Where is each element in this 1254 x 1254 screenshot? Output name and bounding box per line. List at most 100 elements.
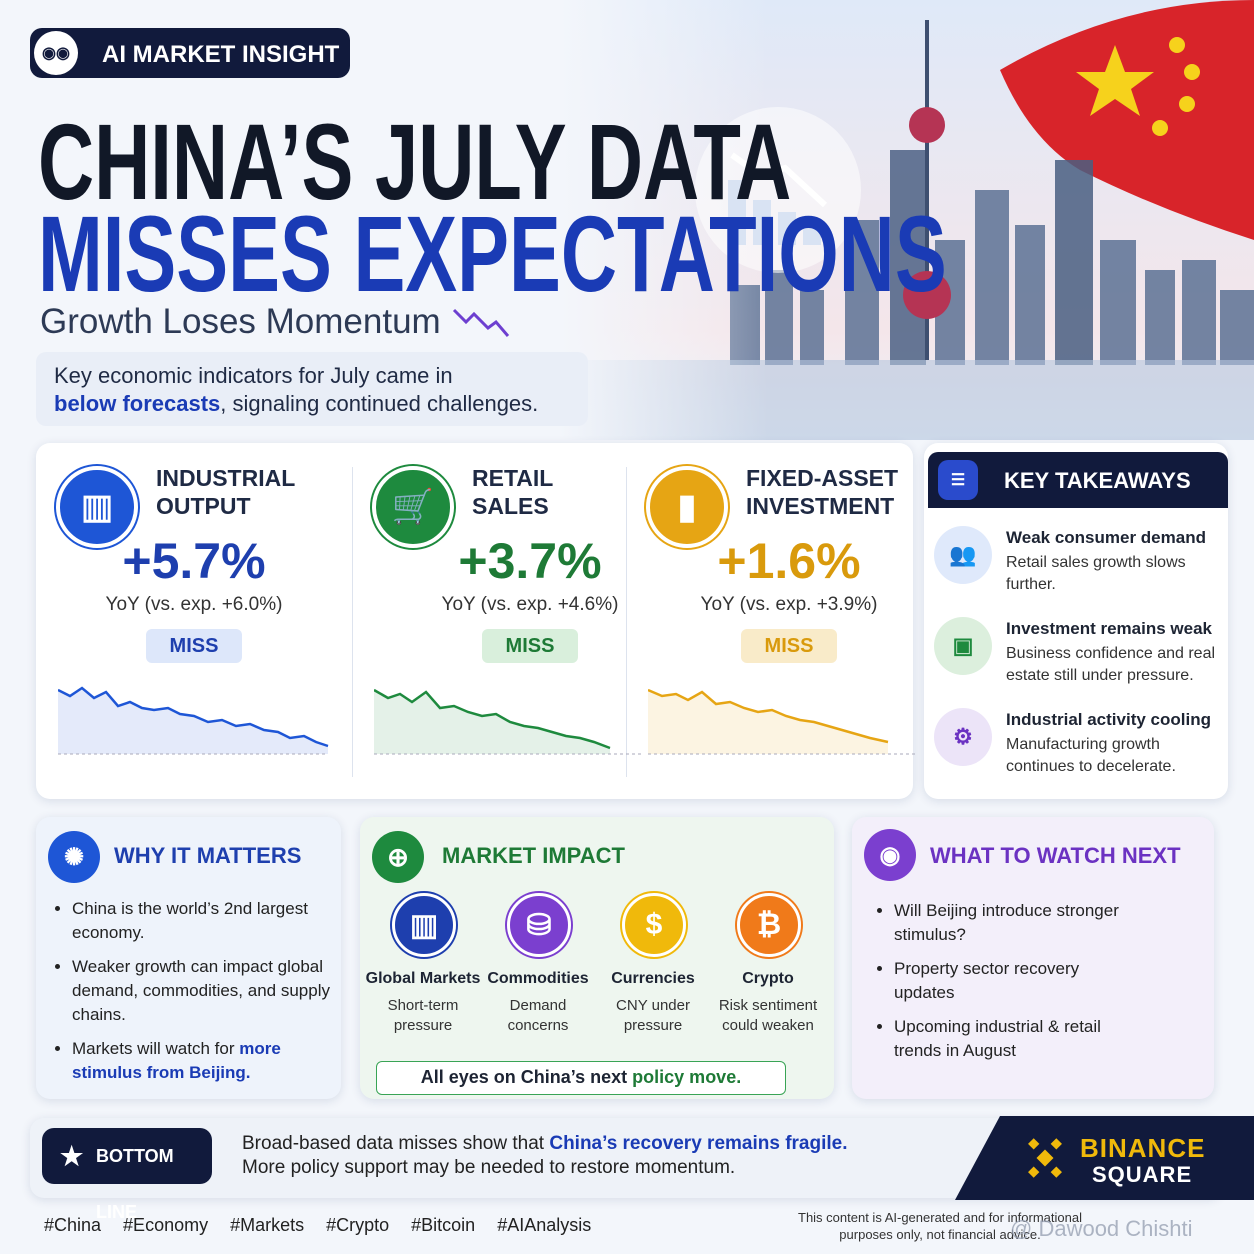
hero-art — [560, 0, 1254, 440]
watermark: @ Dawood Chishti — [1010, 1216, 1193, 1241]
market-icon: ⛁ — [507, 893, 571, 957]
disclaimer: This content is AI-generated and for inf… — [798, 1210, 1082, 1242]
why-text: Markets will watch for — [72, 1039, 240, 1058]
indicator-label-line: OUTPUT — [156, 493, 251, 519]
brand-line2: SQUARE — [1092, 1162, 1193, 1187]
globe-icon: ⊕ — [372, 831, 424, 883]
divider — [626, 467, 627, 777]
bottom-line-label: ★ BOTTOM LINE — [42, 1128, 212, 1222]
takeaway: Industrial activity cooling Manufacturing… — [1006, 710, 1220, 778]
indicator-label-line: INVESTMENT — [746, 493, 895, 519]
indicator-label-line: INDUSTRIAL — [156, 465, 296, 491]
intro-text: , signaling continued challenges. — [220, 391, 539, 416]
market-note: Risk sentiment could weaken — [718, 997, 818, 1034]
indicator-label: INDUSTRIAL OUTPUT — [156, 464, 295, 520]
market-item: ⛁ Commodities Demand concerns — [479, 893, 597, 1036]
market-icon: ▥ — [392, 893, 456, 957]
market-footer: All eyes on China’s next policy move. — [376, 1061, 786, 1095]
subtitle: Growth Loses Momentum — [40, 302, 441, 341]
takeaway-title: Investment remains weak — [1006, 619, 1212, 638]
badge-text: AI MARKET INSIGHT — [102, 41, 340, 68]
status-pill: MISS — [741, 629, 837, 663]
title-line2: MISSES EXPECTATIONS — [38, 193, 947, 314]
sparkline — [58, 686, 329, 755]
hashtags: #China #Economy #Markets #Crypto #Bitcoin #AI… — [44, 1215, 591, 1236]
market-panel: ⊕ MARKET IMPACT All eyes on China’s next… — [360, 817, 834, 1099]
why-bullet: China is the world’s 2nd largest economy… — [72, 897, 332, 945]
indicator-note: YoY (vs. exp. +4.6%) — [441, 594, 619, 615]
brand-bg — [955, 1116, 1254, 1200]
indicator-icon: ▥ — [56, 466, 138, 548]
takeaway-icon: ⚙ — [934, 708, 992, 766]
hashtag: #Crypto — [326, 1215, 390, 1235]
bottom-line-text1: Broad-based data misses show that — [242, 1133, 550, 1154]
takeaway: Weak consumer demand Retail sales growth … — [1006, 528, 1220, 596]
indicator-label: FIXED-ASSET INVESTMENT — [746, 464, 898, 520]
indicator-note: YoY (vs. exp. +3.9%) — [700, 594, 878, 615]
market-title: MARKET IMPACT — [442, 843, 625, 868]
why-highlight: more stimulus from Beijing. — [72, 1039, 281, 1082]
sparkline — [648, 688, 918, 755]
indicator-label-line: SALES — [472, 493, 549, 519]
market-footer-highlight: policy move. — [632, 1067, 742, 1087]
takeaway-icon: ▣ — [934, 617, 992, 675]
sparkline — [374, 688, 644, 755]
indicator-value: +5.7% — [122, 533, 266, 589]
market-item: ▥ Global Markets Short-term pressure — [364, 893, 482, 1036]
eye-icon: ◉ — [864, 829, 916, 881]
market-name: Commodities — [487, 970, 589, 987]
status-pill: MISS — [146, 629, 242, 663]
why-bullet: Markets will watch for more stimulus fro… — [72, 1037, 332, 1085]
indicator-value: +1.6% — [717, 533, 861, 589]
intro: Key economic indicators for July came in… — [36, 352, 588, 426]
market-item: ₿ Crypto Risk sentiment could weaken — [709, 893, 827, 1036]
title-line1: CHINA’S JULY DATA — [38, 101, 792, 222]
intro-highlight: below forecasts — [54, 391, 221, 416]
hashtag: #China — [44, 1215, 102, 1235]
takeaway-title: Weak consumer demand — [1006, 528, 1206, 547]
indicator-label-line: RETAIL — [472, 465, 554, 491]
down-arrow — [452, 308, 510, 337]
takeaway-text: Manufacturing growth continues to decele… — [1006, 736, 1176, 775]
indicator-note: YoY (vs. exp. +6.0%) — [105, 594, 283, 615]
market-name: Crypto — [742, 970, 794, 987]
market-note: CNY under pressure — [616, 997, 690, 1034]
watch-bullet: Will Beijing introduce stronger stimulus… — [894, 899, 1144, 947]
why-bullet: Weaker growth can impact global demand, … — [72, 955, 332, 1027]
star-icon: ★ — [60, 1141, 84, 1171]
indicator-value: +3.7% — [458, 533, 602, 589]
indicator-label: RETAIL SALES — [472, 464, 553, 520]
bulb-icon: ✺ — [48, 831, 100, 883]
status-pill: MISS — [482, 629, 578, 663]
why-panel: ✺ WHY IT MATTERS China is the world’s 2n… — [36, 817, 341, 1099]
market-icon: $ — [622, 893, 686, 957]
divider — [352, 467, 353, 777]
hashtag: #Bitcoin — [411, 1215, 476, 1235]
clipboard-icon: ☰ — [938, 460, 978, 500]
takeaways-header: ☰ KEY TAKEAWAYS — [928, 452, 1228, 508]
takeaway-text: Retail sales growth slows further. — [1006, 554, 1186, 593]
hashtag: #AIAnalysis — [497, 1215, 592, 1235]
takeaway: Investment remains weak Business confiden… — [1006, 619, 1220, 687]
badge: ◉◉ AI MARKET INSIGHT — [30, 28, 350, 78]
watch-panel: ◉ WHAT TO WATCH NEXT Will Beijing introd… — [852, 817, 1214, 1099]
why-title: WHY IT MATTERS — [114, 843, 302, 868]
indicators-panel — [36, 443, 913, 799]
market-icon: ₿ — [737, 893, 801, 957]
market-footer-text: All eyes on China’s next — [420, 1067, 633, 1087]
indicator-label-line: FIXED-ASSET — [746, 465, 899, 491]
watch-title: WHAT TO WATCH NEXT — [930, 843, 1181, 868]
market-note: Short-term pressure — [387, 997, 459, 1034]
hashtag: #Economy — [123, 1215, 209, 1235]
market-item: $ Currencies CNY under pressure — [594, 893, 712, 1036]
bottom-line-text: Broad-based data misses show that China’… — [242, 1132, 848, 1180]
bottom-line-label-text: BOTTOM LINE — [96, 1146, 174, 1222]
watch-bullet: Upcoming industrial & retail trends in A… — [894, 1015, 1144, 1063]
why-list: China is the world’s 2nd largest economy… — [52, 897, 332, 1095]
bottom-line-text2: More policy support may be needed to res… — [242, 1157, 736, 1178]
indicator-icon: ▮ — [646, 466, 728, 548]
hashtag: #Markets — [230, 1215, 305, 1235]
indicator-icon: 🛒 — [372, 466, 454, 548]
watch-bullet: Property sector recovery updates — [894, 957, 1144, 1005]
